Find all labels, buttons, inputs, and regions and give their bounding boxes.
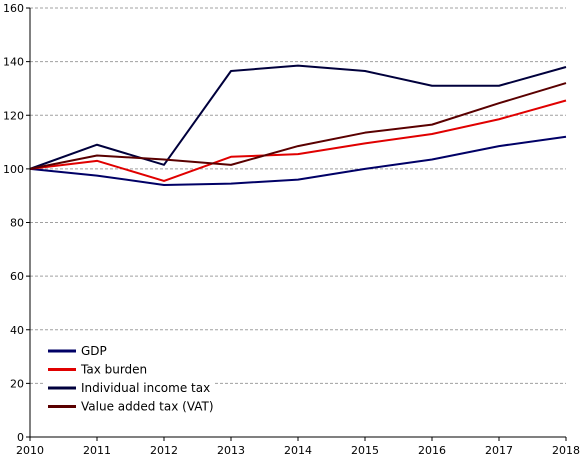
x-tick-label: 2013 bbox=[217, 444, 245, 457]
x-tick-label: 2015 bbox=[351, 444, 379, 457]
y-tick-label: 160 bbox=[3, 2, 24, 15]
gridlines bbox=[30, 7, 566, 384]
x-tick-labels: 2010 2011 2012 2013 2014 2015 2016 2017 2018 bbox=[16, 437, 580, 457]
legend: GDP Tax burden Individual income tax Value … bbox=[44, 340, 214, 420]
y-tick-labels: 0 20 40 60 80 100 120 140 160 bbox=[3, 2, 30, 444]
legend-label-value-added-tax-vat: Value added tax (VAT) bbox=[81, 400, 214, 414]
legend-label-tax-burden: Tax burden bbox=[80, 363, 147, 377]
series-line-individual-income-tax bbox=[29, 64, 567, 170]
legend-label-gdp: GDP bbox=[81, 344, 107, 358]
x-tick-label: 2014 bbox=[284, 444, 312, 457]
y-tick-label: 140 bbox=[3, 56, 24, 69]
y-tick-label: 20 bbox=[10, 377, 24, 390]
y-tick-label: 80 bbox=[10, 217, 24, 230]
y-tick-label: 40 bbox=[10, 324, 24, 337]
x-tick-label: 2011 bbox=[83, 444, 111, 457]
y-tick-label: 120 bbox=[3, 109, 24, 122]
x-tick-label: 2018 bbox=[552, 444, 580, 457]
y-tick-label: 60 bbox=[10, 270, 24, 283]
y-tick-label: 100 bbox=[3, 163, 24, 176]
series-line-value-added-tax-vat bbox=[29, 82, 567, 170]
x-tick-label: 2017 bbox=[485, 444, 513, 457]
series-line-tax-burden bbox=[29, 99, 567, 182]
series-line-gdp bbox=[29, 135, 567, 186]
series-lines bbox=[29, 64, 567, 186]
legend-label-individual-income-tax: Individual income tax bbox=[81, 381, 210, 395]
x-tick-label: 2010 bbox=[16, 444, 44, 457]
x-tick-label: 2016 bbox=[418, 444, 446, 457]
y-tick-label: 0 bbox=[17, 431, 24, 444]
x-tick-label: 2012 bbox=[150, 444, 178, 457]
